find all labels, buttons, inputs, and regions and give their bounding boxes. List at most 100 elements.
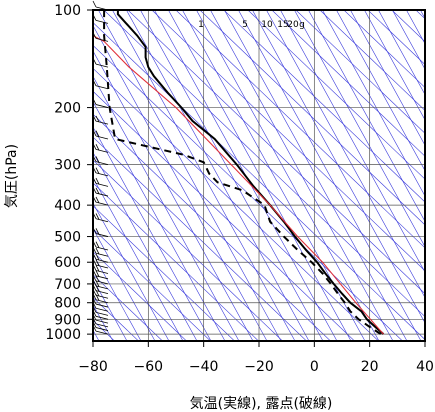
wind-barb	[92, 284, 109, 295]
wind-barb-flag	[95, 265, 100, 272]
adiabat-line	[127, 10, 425, 295]
adiabat-line	[295, 10, 425, 134]
wind-barb-flag	[95, 247, 100, 255]
adiabat-line	[319, 10, 425, 111]
isotherm-line	[93, 202, 170, 341]
wind-barb	[92, 289, 109, 299]
parcel-line	[93, 35, 384, 335]
adiabat-line	[175, 10, 425, 249]
isotherm-line	[378, 10, 425, 96]
y-tick-label: 100	[54, 3, 81, 19]
wind-barb	[92, 293, 109, 304]
isotherm-line	[196, 10, 380, 341]
wind-barb-shaft	[95, 218, 109, 223]
wind-barb-flag	[95, 241, 100, 248]
wind-barb	[92, 166, 109, 177]
wind-barb-shaft	[95, 201, 109, 206]
adiabat-line	[93, 205, 235, 341]
adiabat-line	[415, 10, 425, 20]
wind-barb-shaft	[95, 303, 109, 308]
x-axis: −80 −60 −40 −20 0 20 40	[78, 341, 434, 375]
adiabat-line	[367, 10, 425, 65]
wind-barb-shaft	[95, 275, 109, 280]
adiabat-line	[93, 274, 163, 341]
wind-barb	[92, 274, 109, 285]
x-tick-label: −40	[189, 359, 219, 375]
wind-barb-shaft	[95, 233, 109, 237]
isotherm-line	[266, 10, 425, 299]
y-tick-label: 800	[54, 296, 81, 312]
wind-barb-shaft	[95, 182, 109, 187]
isotherm-line	[0, 0, 1, 341]
wind-barb-shaft	[95, 63, 109, 68]
wind-barb-flag	[95, 275, 100, 282]
wind-barb-flag	[95, 143, 100, 151]
adiabat-line	[93, 251, 187, 341]
isotherm-line	[93, 177, 184, 341]
wind-barb-flag	[95, 115, 100, 123]
wind-barb-shaft	[95, 307, 109, 312]
isotherm-line	[392, 10, 425, 70]
wind-barb-shaft	[95, 258, 109, 263]
wind-barb-flag	[95, 187, 100, 194]
wind-barb-shaft	[95, 285, 109, 290]
wind-barb-shaft	[95, 264, 109, 269]
wind-barb	[92, 227, 109, 237]
y-tick-label: 600	[54, 255, 81, 271]
y-tick-label: 700	[54, 277, 81, 293]
wind-barb-shaft	[95, 252, 109, 257]
adiabat-line	[93, 136, 307, 341]
grid-lines	[93, 10, 425, 341]
wind-barb-flag	[95, 270, 100, 277]
x-tick-label: 40	[416, 359, 434, 375]
isotherm-line	[420, 10, 425, 19]
wind-barb-flag	[95, 177, 100, 185]
wind-barb	[92, 0, 109, 11]
data-series	[93, 10, 385, 335]
x-tick-label: −80	[78, 359, 108, 375]
wind-barb-shaft	[95, 85, 109, 90]
wind-barb-shaft	[95, 299, 109, 304]
y-tick-label: 500	[54, 230, 81, 246]
wind-barb-shaft	[95, 290, 109, 295]
adiabat-line	[199, 10, 425, 226]
isotherm-line	[140, 10, 324, 341]
isotherm-line	[168, 10, 352, 341]
mixing-ratio-label: 15	[277, 20, 288, 30]
x-tick-label: −20	[244, 359, 274, 375]
wind-barb-flag	[95, 259, 100, 266]
wind-barb-flag	[95, 228, 100, 235]
dewpoint-line	[103, 10, 382, 335]
wind-barb-shaft	[95, 319, 109, 324]
wind-barb-shaft	[95, 323, 109, 328]
wind-barb	[92, 143, 109, 153]
isotherm-line	[294, 10, 425, 248]
wind-barb-shaft	[95, 172, 109, 177]
adiabat-line	[223, 10, 425, 203]
adiabat-line	[271, 10, 425, 157]
wind-barb-shaft	[95, 149, 109, 153]
y-axis-title: 気圧(hPa)	[4, 144, 20, 208]
x-tick-label: 20	[361, 359, 379, 375]
y-tick-label: 400	[54, 198, 81, 214]
isotherm-line	[252, 10, 425, 324]
isotherm-line	[98, 10, 282, 341]
isotherm-line	[336, 10, 425, 172]
y-tick-label: 200	[54, 101, 81, 117]
wind-barb-shaft	[95, 192, 109, 197]
isotherm-line	[280, 10, 425, 273]
mixing-ratio-label: 10	[261, 20, 273, 30]
mixing-ratio-label: 20	[287, 20, 299, 30]
wind-barb-shaft	[95, 315, 109, 320]
isotherm-line	[224, 10, 408, 341]
isotherm-line	[93, 126, 212, 341]
wind-barb-shaft	[95, 327, 109, 331]
wind-barb-shaft	[95, 161, 109, 166]
x-tick-label: −60	[134, 359, 164, 375]
wind-barb-shaft	[95, 270, 109, 274]
mixing-ratio-label: 5	[242, 20, 248, 30]
adiabat-line	[247, 10, 425, 180]
adiabat-line	[391, 10, 425, 43]
